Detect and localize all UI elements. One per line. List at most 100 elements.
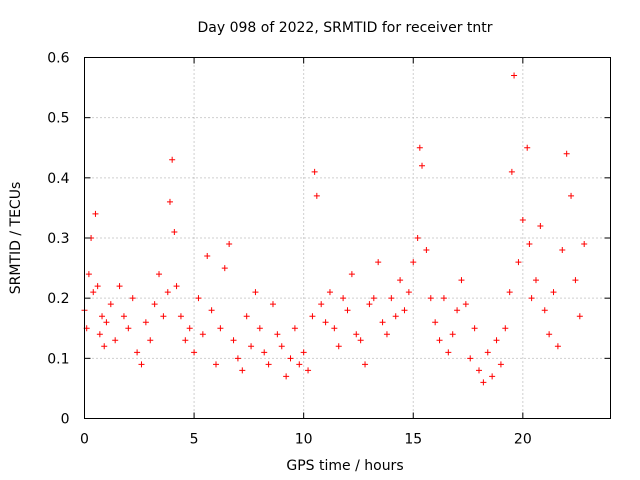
data-point	[440, 295, 447, 302]
data-point	[96, 331, 103, 338]
data-point	[283, 373, 290, 380]
data-point	[147, 337, 154, 344]
data-point	[572, 277, 579, 284]
data-point	[353, 331, 360, 338]
data-point	[326, 289, 333, 296]
data-point	[274, 331, 281, 338]
data-point	[484, 349, 491, 356]
data-point	[213, 361, 219, 368]
data-point	[436, 337, 443, 344]
data-point	[90, 289, 97, 296]
data-point	[563, 150, 570, 157]
data-point	[318, 301, 325, 308]
data-point	[471, 325, 478, 332]
data-point	[449, 331, 456, 338]
data-point	[243, 313, 250, 320]
data-point	[221, 265, 228, 272]
axis-ticks	[84, 57, 611, 419]
data-point	[94, 283, 101, 290]
data-point	[291, 325, 298, 332]
data-point	[239, 367, 246, 374]
data-point	[300, 349, 307, 356]
data-point	[357, 337, 364, 344]
data-point	[116, 283, 123, 290]
data-point	[541, 307, 548, 314]
data-point	[103, 319, 110, 326]
data-point	[335, 343, 342, 350]
data-point	[401, 307, 408, 314]
data-point	[166, 198, 173, 205]
x-tick-label: 5	[190, 432, 199, 448]
data-point	[559, 247, 566, 254]
chart-title: Day 098 of 2022, SRMTID for receiver tnt…	[197, 20, 492, 36]
data-point	[419, 162, 426, 169]
y-tick-label: 0.3	[47, 231, 69, 247]
data-point	[467, 355, 474, 362]
data-point	[92, 210, 99, 217]
data-point	[120, 313, 127, 320]
data-point	[410, 259, 417, 266]
data-point	[454, 307, 461, 314]
data-point	[99, 313, 106, 320]
data-point	[261, 349, 268, 356]
y-tick-label: 0.1	[47, 351, 69, 367]
data-point	[581, 241, 588, 248]
data-point	[528, 295, 535, 302]
data-point	[234, 355, 241, 362]
data-point	[432, 319, 439, 326]
data-point	[134, 349, 141, 356]
data-point	[248, 343, 255, 350]
data-point	[383, 331, 390, 338]
y-tick-label: 0.6	[47, 51, 69, 67]
data-point	[506, 289, 513, 296]
data-point	[375, 259, 382, 266]
x-tick-label: 20	[514, 432, 532, 448]
data-point	[322, 319, 329, 326]
x-tick-label: 0	[80, 432, 89, 448]
data-point	[311, 168, 318, 175]
data-point	[265, 361, 272, 368]
data-point	[340, 295, 347, 302]
grid	[84, 57, 611, 419]
data-point	[392, 313, 399, 320]
data-point	[379, 319, 386, 326]
data-point	[217, 325, 224, 332]
data-point	[226, 241, 233, 248]
data-point	[366, 301, 373, 308]
data-point	[208, 307, 215, 314]
data-point	[370, 295, 377, 302]
data-point	[85, 271, 92, 278]
data-point	[515, 259, 522, 266]
data-point	[458, 277, 465, 284]
data-point	[156, 271, 163, 278]
y-tick-label: 0.4	[47, 171, 69, 187]
data-point	[532, 277, 539, 284]
data-point	[256, 325, 263, 332]
y-axis-label: SRMTID / TECUs	[8, 182, 24, 295]
data-point	[331, 325, 338, 332]
data-point	[195, 295, 202, 302]
data-point	[138, 361, 145, 368]
data-point	[388, 295, 395, 302]
data-point	[182, 337, 189, 344]
data-point	[508, 168, 515, 175]
data-point	[164, 289, 171, 296]
data-point	[160, 313, 167, 320]
data-point	[576, 313, 583, 320]
data-point	[397, 277, 404, 284]
data-point	[524, 144, 531, 151]
data-point	[142, 319, 149, 326]
data-point	[348, 271, 355, 278]
data-point	[519, 216, 526, 223]
data-point	[269, 301, 276, 308]
y-tick-label: 0.2	[47, 291, 69, 307]
data-point	[493, 337, 500, 344]
data-point	[502, 325, 509, 332]
data-point	[445, 349, 452, 356]
data-point	[287, 355, 294, 362]
data-point	[537, 222, 544, 229]
data-point	[476, 367, 482, 374]
data-point	[186, 325, 193, 332]
data-point	[568, 192, 575, 199]
